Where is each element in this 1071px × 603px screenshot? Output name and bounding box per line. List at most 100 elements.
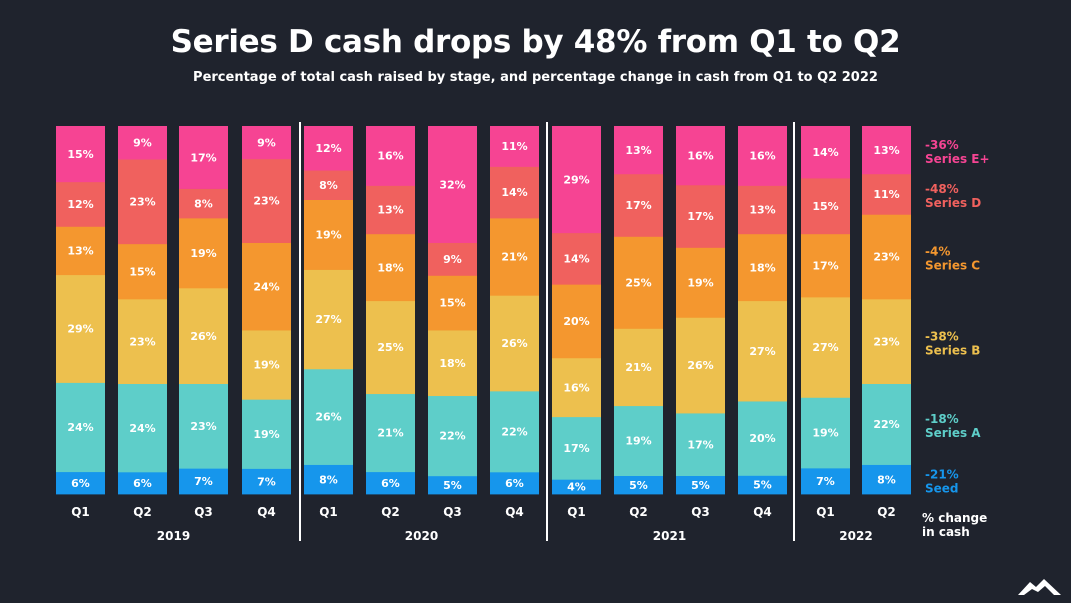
data-label-series-e-2: 17%: [190, 151, 216, 164]
bar-segment-series-c-0: [56, 226, 105, 276]
bar-segment-series-d-2: [179, 188, 228, 219]
data-label-series-c-4: 19%: [315, 229, 341, 242]
data-label-seed-11: 5%: [753, 479, 772, 492]
bar-segment-series-e-13: [862, 126, 911, 175]
data-label-series-b-6: 18%: [439, 357, 465, 370]
bar-segment-series-e-3: [242, 126, 291, 160]
bar-segment-series-e-5: [366, 126, 415, 186]
bar-segment-series-c-9: [614, 236, 663, 329]
bar-segment-series-e-12: [801, 126, 850, 179]
data-label-series-e-5: 16%: [377, 150, 403, 163]
data-label-series-e-7: 11%: [501, 140, 527, 153]
x-tick-label-4: Q1: [319, 505, 338, 519]
bar-segment-seed-13: [862, 464, 911, 495]
data-label-series-c-0: 13%: [67, 245, 93, 258]
year-label-2020: 2020: [405, 529, 438, 543]
legend-change-series-d: -48%: [925, 182, 959, 196]
legend-label-seed: Seed: [925, 481, 959, 495]
legend-change-series-c: -4%: [925, 245, 950, 259]
x-tick-label-0: Q1: [71, 505, 90, 519]
data-label-series-b-1: 23%: [129, 335, 155, 348]
bar-segment-series-d-13: [862, 173, 911, 215]
data-label-seed-1: 6%: [133, 477, 152, 490]
bar-segment-series-c-8: [552, 284, 601, 359]
bar-segment-series-a-9: [614, 405, 663, 476]
bar-segment-series-b-7: [490, 295, 539, 392]
data-label-series-b-8: 16%: [563, 381, 589, 394]
data-label-series-e-6: 32%: [439, 178, 465, 191]
bar-segment-series-a-12: [801, 397, 850, 469]
bar-segment-series-e-9: [614, 126, 663, 175]
data-label-series-a-3: 19%: [253, 428, 279, 441]
data-label-series-e-3: 9%: [257, 136, 276, 149]
data-label-seed-8: 4%: [567, 481, 586, 494]
data-label-series-b-2: 26%: [190, 330, 216, 343]
bar-segment-series-b-12: [801, 296, 850, 398]
change-caption-line-2: in cash: [922, 525, 970, 539]
bar-segment-series-a-6: [428, 395, 477, 477]
bar-segment-series-b-6: [428, 330, 477, 397]
legend-change-series-b: -38%: [925, 329, 959, 343]
bar-segment-series-a-4: [304, 368, 353, 465]
data-label-series-d-4: 8%: [319, 179, 338, 192]
bar-segment-series-c-4: [304, 199, 353, 270]
legend-change-series-e: -36%: [925, 138, 959, 152]
bar-segment-series-e-6: [428, 126, 477, 243]
bar-segment-series-b-5: [366, 300, 415, 395]
x-tick-label-10: Q3: [691, 505, 710, 519]
chart-subtitle: Percentage of total cash raised by stage…: [193, 70, 878, 85]
bar-segment-series-d-1: [118, 159, 167, 245]
data-label-seed-7: 6%: [505, 477, 524, 490]
data-label-seed-5: 6%: [381, 477, 400, 490]
data-label-series-d-9: 17%: [625, 199, 651, 212]
data-label-series-b-7: 26%: [501, 337, 527, 350]
data-label-series-c-5: 18%: [377, 261, 403, 274]
data-label-series-b-3: 19%: [253, 359, 279, 372]
bar-segment-seed-0: [56, 471, 105, 495]
data-label-series-d-7: 14%: [501, 186, 527, 199]
data-label-series-b-13: 23%: [873, 335, 899, 348]
data-label-series-a-5: 21%: [377, 427, 403, 440]
bar-segment-series-d-5: [366, 185, 415, 235]
data-label-series-e-10: 16%: [687, 149, 713, 162]
data-label-series-a-4: 26%: [315, 411, 341, 424]
data-label-seed-9: 5%: [629, 479, 648, 492]
data-label-seed-3: 7%: [257, 475, 276, 488]
data-label-series-a-12: 19%: [812, 427, 838, 440]
data-label-series-b-11: 27%: [749, 345, 775, 358]
data-label-series-e-9: 13%: [625, 144, 651, 157]
data-label-series-c-13: 23%: [873, 251, 899, 264]
data-label-series-a-1: 24%: [129, 422, 155, 435]
legend-change-series-a: -18%: [925, 412, 959, 426]
bar-segment-series-a-11: [738, 401, 787, 476]
bar-segment-seed-5: [366, 471, 415, 495]
legend-change-seed: -21%: [925, 467, 959, 481]
data-label-seed-10: 5%: [691, 479, 710, 492]
data-label-series-b-12: 27%: [812, 341, 838, 354]
bar-segment-series-c-3: [242, 242, 291, 331]
data-label-series-e-8: 29%: [563, 173, 589, 186]
bar-segment-series-b-1: [118, 298, 167, 384]
data-label-series-c-6: 15%: [439, 297, 465, 310]
bar-segment-series-a-1: [118, 383, 167, 473]
data-label-series-e-12: 14%: [812, 146, 838, 159]
change-caption-line-1: % change: [922, 511, 987, 525]
bar-segment-series-a-8: [552, 416, 601, 480]
bar-segment-series-d-4: [304, 170, 353, 200]
data-label-series-d-8: 14%: [563, 252, 589, 265]
bar-segment-series-e-2: [179, 126, 228, 189]
bar-segment-series-d-8: [552, 232, 601, 285]
x-tick-label-9: Q2: [629, 505, 648, 519]
data-label-series-b-10: 26%: [687, 359, 713, 372]
data-label-series-a-7: 22%: [501, 425, 527, 438]
data-label-series-a-6: 22%: [439, 430, 465, 443]
bar-segment-series-d-9: [614, 173, 663, 237]
data-label-series-a-0: 24%: [67, 421, 93, 434]
data-label-seed-6: 5%: [443, 479, 462, 492]
data-label-series-d-3: 23%: [253, 195, 279, 208]
bar-segment-series-e-8: [552, 126, 601, 234]
data-label-series-d-2: 8%: [194, 197, 213, 210]
x-tick-label-8: Q1: [567, 505, 586, 519]
data-label-seed-0: 6%: [71, 477, 90, 490]
